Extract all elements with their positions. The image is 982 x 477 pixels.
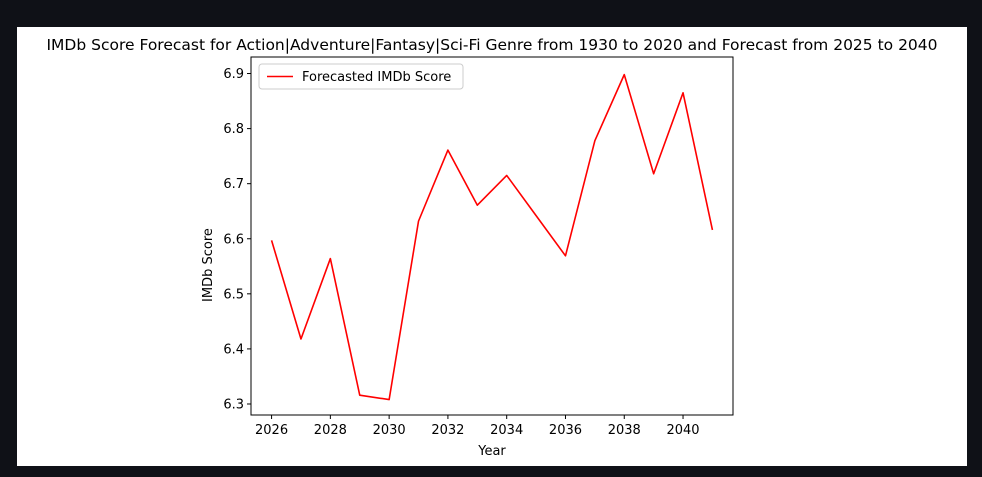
x-tick-label: 2038 — [608, 423, 641, 438]
y-tick-label: 6.4 — [223, 342, 244, 357]
x-tick-label: 2026 — [255, 423, 288, 438]
x-tick-label: 2036 — [549, 423, 582, 438]
data-point — [652, 172, 655, 175]
plot-frame — [250, 56, 734, 416]
y-tick-label: 6.6 — [223, 232, 244, 247]
y-tick-label: 6.9 — [223, 67, 244, 82]
legend-label: Forecasted IMDb Score — [302, 70, 451, 85]
y-tick-label: 6.8 — [223, 122, 244, 137]
data-point — [564, 254, 567, 257]
data-point — [682, 91, 685, 94]
y-tick-label: 6.7 — [223, 177, 244, 192]
line-chart: IMDb Score Forecast for Action|Adventure… — [46, 36, 937, 459]
data-point — [535, 214, 538, 217]
data-point — [623, 73, 626, 76]
data-point — [711, 228, 714, 231]
x-axis-label: Year — [477, 444, 506, 459]
data-point — [358, 394, 361, 397]
data-point — [329, 257, 332, 260]
data-point — [270, 239, 273, 242]
data-point — [299, 337, 302, 340]
data-point — [417, 220, 420, 223]
figure: IMDb Score Forecast for Action|Adventure… — [17, 27, 967, 466]
y-tick-label: 6.3 — [223, 397, 244, 412]
chart-title: IMDb Score Forecast for Action|Adventure… — [46, 36, 937, 54]
y-axis-label: IMDb Score — [201, 228, 216, 302]
data-point — [505, 174, 508, 177]
x-tick-label: 2028 — [314, 423, 347, 438]
data-point — [446, 149, 449, 152]
x-tick-label: 2040 — [666, 423, 699, 438]
y-tick-label: 6.5 — [223, 287, 244, 302]
legend-box — [258, 63, 464, 90]
data-point — [476, 204, 479, 207]
x-tick-label: 2030 — [373, 423, 406, 438]
series-line-0 — [270, 73, 714, 401]
x-tick-label: 2034 — [490, 423, 523, 438]
data-point — [388, 398, 391, 401]
x-tick-label: 2032 — [431, 423, 464, 438]
data-point — [593, 139, 596, 142]
